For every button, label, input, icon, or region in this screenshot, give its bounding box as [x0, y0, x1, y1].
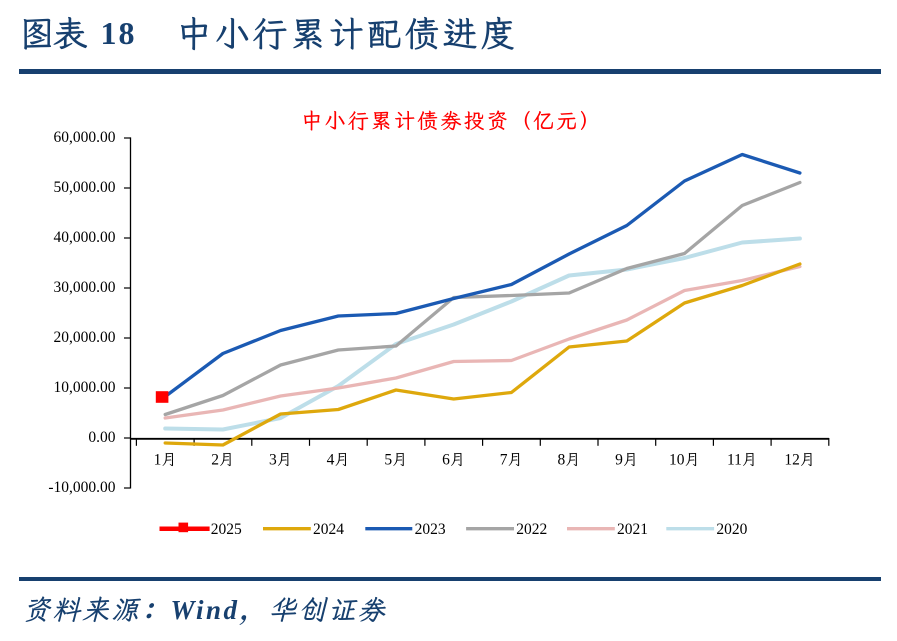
- svg-text:10月: 10月: [669, 451, 700, 468]
- svg-text:8月: 8月: [557, 451, 580, 468]
- svg-text:11月: 11月: [727, 451, 757, 468]
- svg-text:6月: 6月: [442, 451, 465, 468]
- svg-text:60,000.00: 60,000.00: [54, 129, 116, 146]
- svg-text:2月: 2月: [211, 451, 234, 468]
- svg-text:1月: 1月: [154, 451, 177, 468]
- svg-text:30,000.00: 30,000.00: [54, 279, 116, 296]
- svg-text:0.00: 0.00: [88, 429, 115, 446]
- svg-text:3月: 3月: [269, 451, 292, 468]
- svg-text:50,000.00: 50,000.00: [54, 179, 116, 196]
- svg-text:-10,000.00: -10,000.00: [48, 479, 115, 496]
- svg-text:2022: 2022: [516, 521, 547, 538]
- svg-text:40,000.00: 40,000.00: [54, 229, 116, 246]
- svg-text:20,000.00: 20,000.00: [54, 329, 116, 346]
- svg-text:4月: 4月: [327, 451, 350, 468]
- svg-text:2024: 2024: [313, 521, 344, 538]
- svg-text:7月: 7月: [500, 451, 523, 468]
- svg-text:12月: 12月: [784, 451, 815, 468]
- svg-text:10,000.00: 10,000.00: [54, 379, 116, 396]
- svg-text:2025: 2025: [211, 521, 242, 538]
- svg-text:2023: 2023: [415, 521, 446, 538]
- svg-text:9月: 9月: [615, 451, 638, 468]
- svg-text:2021: 2021: [617, 521, 648, 538]
- svg-text:5月: 5月: [384, 451, 407, 468]
- svg-text:2020: 2020: [716, 521, 747, 538]
- svg-text:中小行累计债券投资（亿元）: 中小行累计债券投资（亿元）: [301, 109, 603, 133]
